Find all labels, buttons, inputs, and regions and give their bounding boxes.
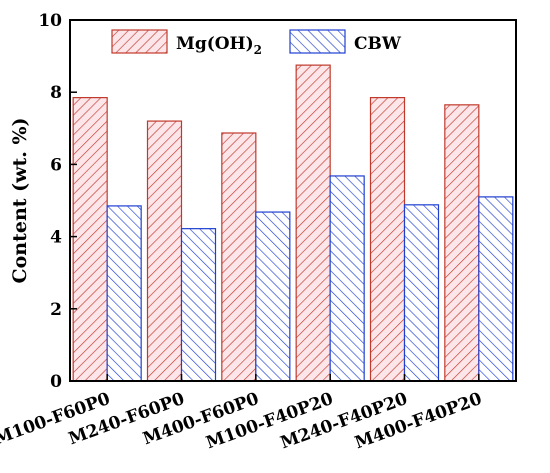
bar-cbw-m240-f60p0 bbox=[180, 228, 217, 382]
y-axis-title: Content (wt. %) bbox=[9, 117, 31, 283]
y-tick-label: 2 bbox=[50, 300, 62, 320]
bar-mgoh2-m400-f40p20 bbox=[444, 104, 480, 382]
bar-cbw-m240-f40p20 bbox=[403, 204, 440, 382]
legend: Mg(OH)2 CBW bbox=[111, 29, 402, 57]
bar-cbw-m100-f60p0 bbox=[106, 205, 142, 382]
bar-mgoh2-m240-f40p20 bbox=[369, 97, 406, 382]
y-tick-label: 10 bbox=[38, 11, 62, 31]
legend-label-cbw: CBW bbox=[354, 34, 402, 54]
y-tick-label: 4 bbox=[50, 228, 62, 248]
bar-mgoh2-m240-f60p0 bbox=[146, 120, 183, 382]
bar-cbw-m400-f40p20 bbox=[478, 196, 514, 382]
bar-cbw-m400-f60p0 bbox=[255, 211, 291, 382]
bar-mgoh2-m400-f60p0 bbox=[221, 132, 257, 382]
bar-mgoh2-m100-f40p20 bbox=[295, 64, 331, 382]
bar-cbw-m100-f40p20 bbox=[329, 175, 365, 382]
legend-swatch-cbw bbox=[289, 29, 346, 54]
bar-mgoh2-m100-f60p0 bbox=[72, 97, 108, 382]
y-axis-ticks: 0 2 4 6 8 10 bbox=[38, 11, 77, 392]
y-tick-label: 8 bbox=[50, 83, 62, 103]
y-tick-label: 6 bbox=[50, 155, 62, 175]
bars-layer bbox=[72, 64, 514, 382]
legend-label-mgoh2: Mg(OH)2 bbox=[176, 34, 262, 57]
y-tick-label: 0 bbox=[50, 372, 62, 392]
plot-area-frame bbox=[69, 19, 517, 382]
legend-swatch-mgoh2 bbox=[111, 29, 168, 54]
x-axis-ticks: M100-F60P0M240-F60P0M400-F60P0M100-F40P2… bbox=[0, 374, 485, 453]
